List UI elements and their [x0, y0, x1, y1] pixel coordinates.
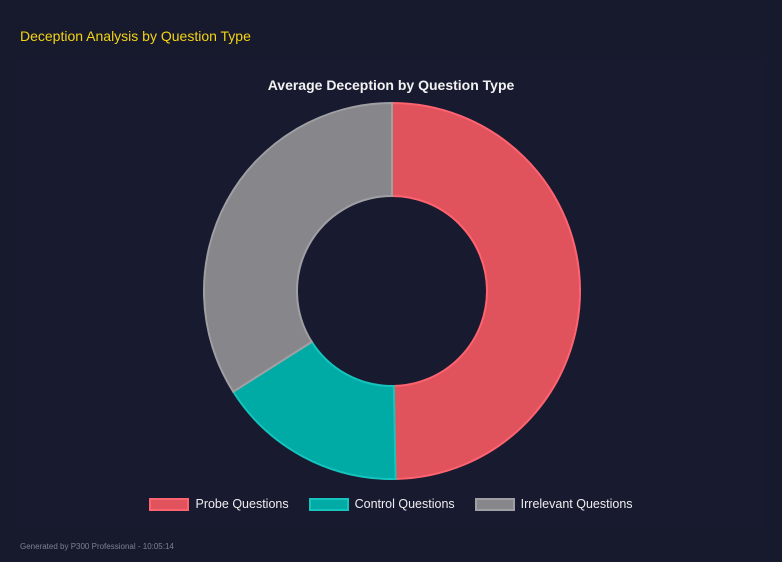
legend-item-irrelevant[interactable]: Irrelevant Questions: [474, 497, 633, 511]
legend: Probe Questions Control Questions Irrele…: [0, 497, 782, 511]
slice-probe-questions[interactable]: [391, 101, 582, 480]
legend-swatch: [149, 497, 190, 511]
page-title: Deception Analysis by Question Type: [20, 28, 251, 44]
legend-label: Irrelevant Questions: [520, 497, 633, 511]
chart-title: Average Deception by Question Type: [267, 77, 515, 93]
footer-text: Generated by P300 Professional - 10:05:1…: [20, 542, 174, 551]
legend-label: Control Questions: [354, 497, 455, 511]
legend-item-control[interactable]: Control Questions: [308, 497, 455, 511]
legend-swatch: [308, 497, 349, 511]
legend-swatch: [474, 497, 515, 511]
legend-item-probe[interactable]: Probe Questions: [149, 497, 289, 511]
legend-label: Probe Questions: [195, 497, 289, 511]
slice-irrelevant-questions[interactable]: [203, 101, 393, 394]
slice-control-questions[interactable]: [231, 340, 397, 480]
